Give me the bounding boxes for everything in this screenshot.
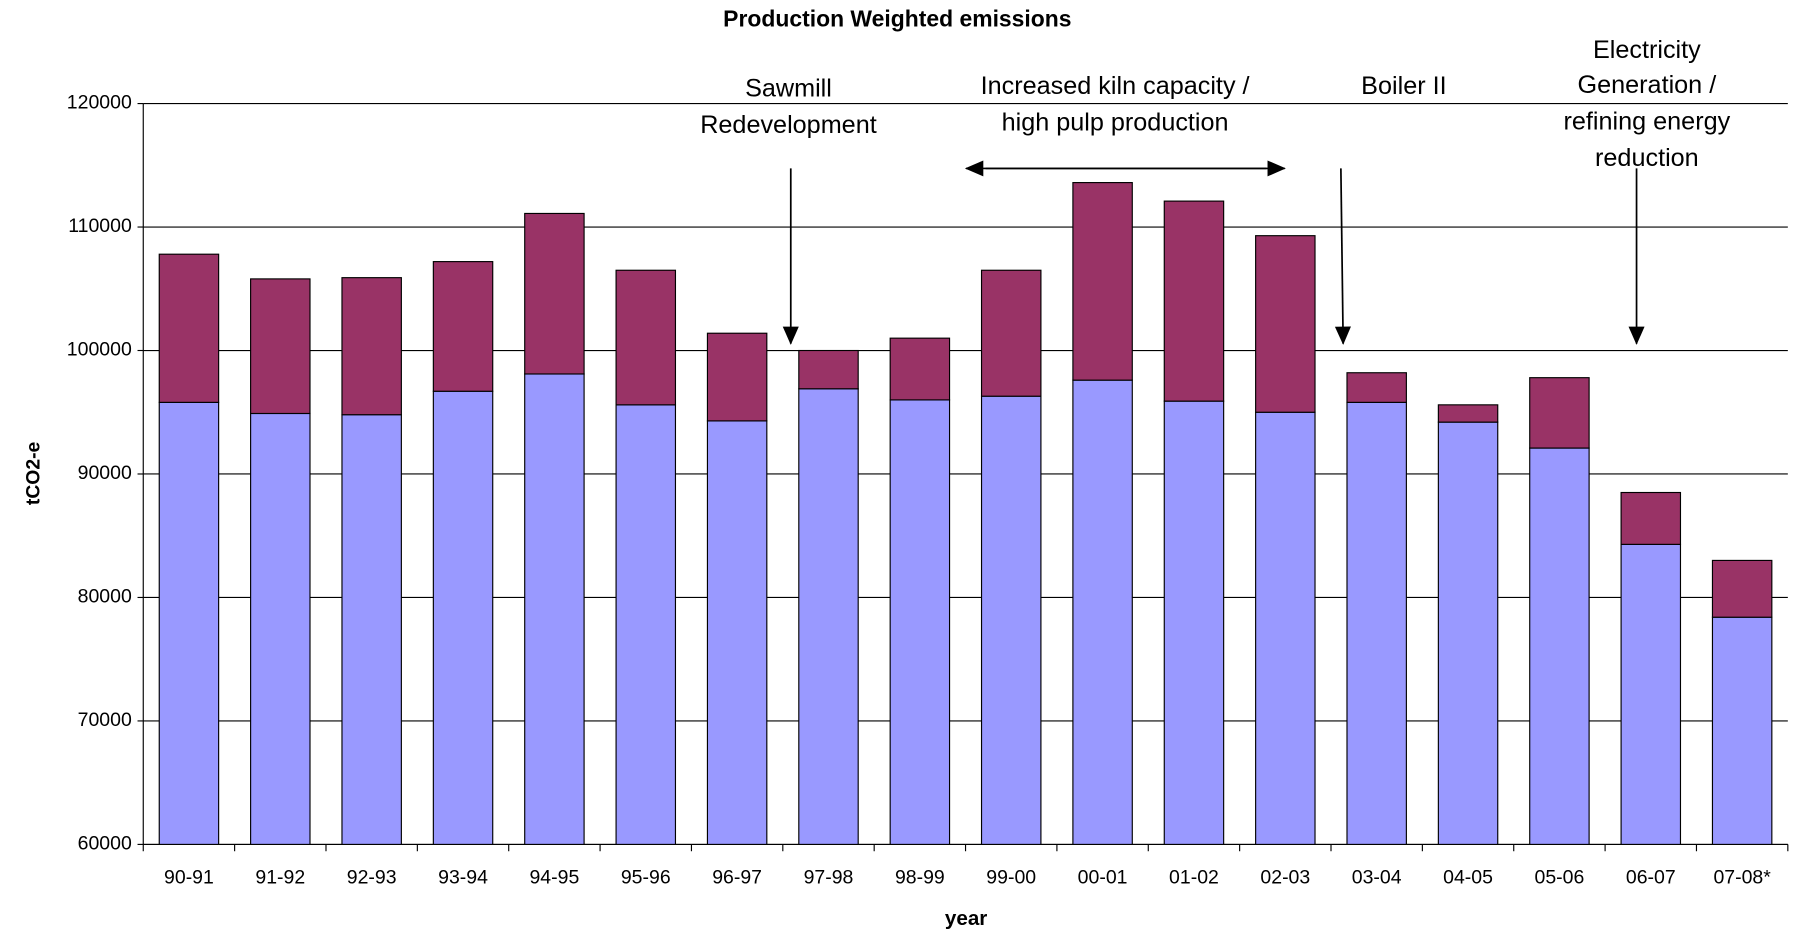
bar-segment	[1529, 447, 1590, 845]
annotation: Boiler II	[1361, 72, 1446, 100]
x-tick-label: 00-01	[1078, 867, 1128, 889]
bar-segment	[341, 277, 402, 416]
bar-segment	[1255, 411, 1316, 845]
annotation: refining energy	[1564, 108, 1731, 136]
x-tick-label: 98-99	[895, 867, 945, 889]
bar-segment	[706, 332, 768, 422]
x-tick-label: 92-93	[347, 867, 397, 889]
bar-segment	[250, 412, 311, 845]
bar-segment	[524, 373, 585, 845]
bar-segment	[1711, 616, 1773, 845]
bar-segment	[798, 388, 859, 845]
y-axis-label: tCO2-e	[22, 442, 44, 506]
bar-segment	[1072, 182, 1133, 381]
bar-segment	[1437, 421, 1499, 845]
y-tick-label: 120000	[67, 92, 132, 114]
x-tick-label: 03-04	[1352, 867, 1402, 889]
bar-segment	[1346, 401, 1407, 845]
bar-segment	[432, 261, 494, 392]
bar-segment	[798, 349, 859, 390]
bar-segment	[1163, 200, 1225, 402]
y-tick-label: 60000	[78, 833, 132, 855]
x-tick-label: 05-06	[1535, 867, 1585, 889]
x-tick-label: 94-95	[529, 867, 579, 889]
bar-segment	[1255, 235, 1316, 413]
y-tick-label: 90000	[78, 462, 132, 484]
chart-title: Production Weighted emissions	[723, 6, 1071, 32]
bar-segment	[1163, 400, 1225, 845]
x-tick-label: 91-92	[255, 867, 305, 889]
annotation: reduction	[1595, 144, 1699, 172]
annotation: Increased kiln capacity /	[981, 72, 1250, 100]
y-tick-label: 70000	[78, 709, 132, 731]
x-tick-label: 07-08*	[1713, 867, 1771, 889]
bar-segment	[980, 269, 1042, 397]
x-tick-label: 95-96	[621, 867, 671, 889]
bar-segment	[615, 269, 677, 406]
y-tick-label: 80000	[78, 586, 132, 608]
bar-segment	[1529, 377, 1590, 449]
x-tick-label: 90-91	[164, 867, 214, 889]
annotation: Sawmill	[745, 75, 832, 103]
annotation: Generation /	[1578, 71, 1717, 99]
x-axis-label: year	[945, 907, 987, 930]
annotation: Electricity	[1593, 36, 1701, 64]
bar-segment	[158, 401, 220, 845]
annotation: high pulp production	[1002, 109, 1229, 137]
x-tick-label: 99-00	[986, 867, 1036, 889]
bar-segment	[1437, 404, 1499, 423]
x-tick-label: 96-97	[712, 867, 762, 889]
x-tick-label: 04-05	[1443, 867, 1493, 889]
x-tick-label: 93-94	[438, 867, 488, 889]
bar-segment	[432, 390, 494, 845]
bar-segment	[524, 212, 585, 375]
x-tick-label: 01-02	[1169, 867, 1219, 889]
bar-segment	[1620, 543, 1682, 845]
bar-segment	[615, 404, 677, 845]
bar-segment	[889, 399, 951, 845]
bar-segment	[889, 337, 951, 401]
bar-segment	[706, 420, 768, 845]
y-tick-label: 100000	[67, 339, 132, 361]
bar-segment	[1346, 372, 1407, 403]
bar-segment	[341, 414, 402, 845]
x-tick-label: 97-98	[804, 867, 854, 889]
bar-segment	[250, 278, 311, 415]
bar-segment	[1711, 559, 1773, 618]
x-tick-label: 06-07	[1626, 867, 1676, 889]
bar-segment	[1620, 491, 1682, 545]
bar-segment	[1072, 379, 1133, 845]
y-tick-label: 110000	[68, 215, 132, 237]
annotation: Redevelopment	[700, 111, 877, 139]
arrow	[1334, 168, 1351, 345]
x-tick-label: 02-03	[1260, 867, 1310, 889]
bar-segment	[980, 395, 1042, 845]
bar-segment	[158, 253, 220, 403]
